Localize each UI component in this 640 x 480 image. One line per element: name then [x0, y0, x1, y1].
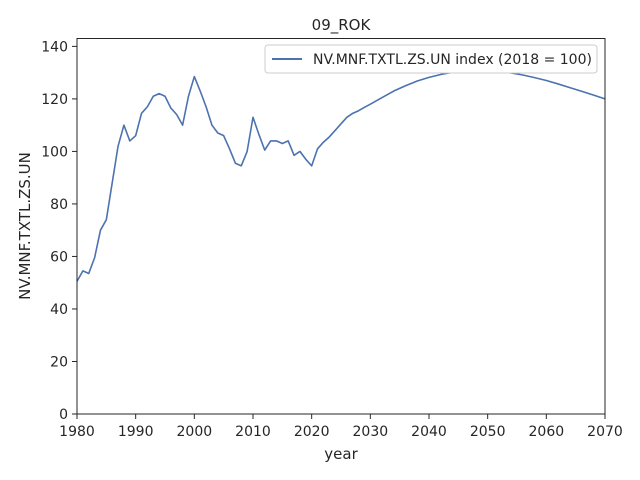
plot-area: [76, 38, 606, 415]
chart-title: 09_ROK: [312, 16, 372, 35]
y-axis: 0 20 40 60 80 100 120 140: [41, 39, 77, 423]
series-line-0: [76, 69, 606, 282]
y-axis-label: NV.MNF.TXTL.ZS.UN: [16, 152, 34, 300]
legend-label: NV.MNF.TXTL.ZS.UN index (2018 = 100): [313, 52, 592, 68]
x-tick-label: 2000: [177, 424, 213, 440]
x-tick-label: 2070: [587, 424, 623, 440]
series-layer: [76, 69, 606, 282]
plot-frame: [76, 38, 606, 415]
x-tick-label: 2020: [294, 424, 330, 440]
y-tick-label: 80: [50, 197, 68, 213]
y-tick-label: 120: [41, 92, 68, 108]
y-tick-label: 40: [50, 302, 68, 318]
x-tick-label: 2040: [411, 424, 447, 440]
legend-box: [264, 44, 598, 74]
y-tick-label: 100: [41, 144, 68, 160]
x-tick-label: 2060: [529, 424, 565, 440]
legend: NV.MNF.TXTL.ZS.UN index (2018 = 100): [264, 44, 598, 74]
x-tick-label: 2010: [235, 424, 271, 440]
x-tick-label: 1980: [59, 424, 95, 440]
x-tick-label: 2030: [353, 424, 389, 440]
x-tick-label: 1990: [118, 424, 154, 440]
x-tick-label: 2050: [470, 424, 506, 440]
x-axis: 1980 1990 2000 2010 2020 2030 2040 2050 2060 2070: [59, 414, 623, 440]
y-tick-label: 0: [59, 407, 68, 423]
y-tick-label: 60: [50, 249, 68, 265]
x-axis-label: year: [324, 445, 358, 463]
y-tick-label: 140: [41, 39, 68, 55]
y-tick-label: 20: [50, 354, 68, 370]
